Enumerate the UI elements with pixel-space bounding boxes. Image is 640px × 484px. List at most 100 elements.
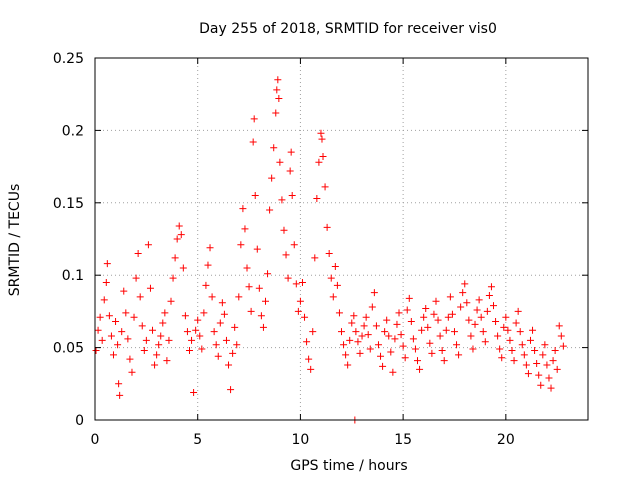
- data-point: [115, 380, 123, 388]
- data-point: [204, 261, 212, 269]
- data-point: [358, 332, 366, 340]
- data-point: [192, 326, 200, 334]
- data-point: [100, 296, 108, 304]
- data-point: [512, 319, 520, 327]
- data-point: [102, 278, 110, 286]
- data-point: [543, 361, 551, 369]
- data-point: [200, 309, 208, 317]
- data-point: [352, 328, 360, 336]
- data-point: [436, 332, 444, 340]
- data-point: [387, 348, 395, 356]
- data-point: [479, 328, 487, 336]
- data-point: [317, 129, 325, 137]
- data-point: [356, 349, 364, 357]
- data-point: [292, 280, 300, 288]
- data-point: [233, 341, 241, 349]
- data-point: [485, 291, 493, 299]
- y-axis-ticks: 0 0.05 0.1 0.15 0.2 0.25: [53, 51, 588, 429]
- data-point: [455, 351, 463, 359]
- x-tick-label: 10: [292, 432, 310, 448]
- data-point: [418, 326, 426, 334]
- x-tick-label: 15: [394, 432, 412, 448]
- data-point: [250, 115, 258, 123]
- data-point: [206, 244, 214, 252]
- data-point: [475, 296, 483, 304]
- data-point: [146, 284, 154, 292]
- data-point: [198, 345, 206, 353]
- data-point: [457, 303, 465, 311]
- data-point: [245, 283, 253, 291]
- data-point: [444, 313, 452, 321]
- data-point: [282, 251, 290, 259]
- data-point: [294, 307, 302, 315]
- data-point: [303, 338, 311, 346]
- data-point: [448, 310, 456, 318]
- data-point: [301, 313, 309, 321]
- data-point: [235, 293, 243, 301]
- data-point: [313, 194, 321, 202]
- data-point: [379, 362, 387, 370]
- data-point: [555, 322, 563, 330]
- y-tick-label: 0.2: [62, 123, 84, 139]
- data-point: [92, 346, 100, 354]
- data-point: [477, 313, 485, 321]
- data-point: [185, 346, 193, 354]
- data-point: [177, 231, 185, 239]
- data-point: [492, 318, 500, 326]
- data-point: [374, 341, 382, 349]
- data-point: [370, 289, 378, 297]
- data-point: [98, 336, 106, 344]
- data-point: [229, 349, 237, 357]
- data-point: [381, 328, 389, 336]
- data-point: [144, 241, 152, 249]
- data-point: [142, 336, 150, 344]
- data-point: [253, 245, 261, 253]
- data-point: [276, 158, 284, 166]
- data-point: [190, 388, 198, 396]
- data-point: [220, 310, 228, 318]
- data-point: [559, 342, 567, 350]
- data-point: [529, 326, 537, 334]
- data-point: [502, 313, 510, 321]
- data-point: [377, 352, 385, 360]
- data-point: [261, 297, 269, 305]
- data-point: [494, 332, 502, 340]
- data-point: [309, 328, 317, 336]
- data-point: [524, 370, 532, 378]
- data-point: [138, 322, 146, 330]
- data-point: [181, 312, 189, 320]
- data-point: [286, 167, 294, 175]
- data-point: [395, 309, 403, 317]
- y-tick-label: 0.15: [53, 196, 84, 212]
- data-point: [459, 289, 467, 297]
- data-point: [259, 323, 267, 331]
- data-point: [420, 313, 428, 321]
- data-point: [422, 305, 430, 313]
- data-point: [346, 336, 354, 344]
- x-tick-label: 0: [91, 432, 100, 448]
- data-point: [208, 293, 216, 301]
- x-tick-label: 20: [497, 432, 515, 448]
- data-point: [140, 346, 148, 354]
- data-point: [305, 355, 313, 363]
- data-point: [153, 351, 161, 359]
- data-point: [227, 386, 235, 394]
- data-point: [128, 368, 136, 376]
- data-point: [94, 326, 102, 334]
- data-point: [290, 241, 298, 249]
- data-point: [551, 346, 559, 354]
- data-point: [183, 328, 191, 336]
- data-point: [545, 374, 553, 382]
- data-point: [333, 281, 341, 289]
- data-point: [450, 328, 458, 336]
- data-point: [275, 95, 283, 103]
- data-point: [533, 360, 541, 368]
- grid-lines: [95, 58, 588, 420]
- data-point: [446, 293, 454, 301]
- data-point: [249, 138, 257, 146]
- data-point: [214, 352, 222, 360]
- data-point: [442, 326, 450, 334]
- data-point: [175, 222, 183, 230]
- data-point: [202, 281, 210, 289]
